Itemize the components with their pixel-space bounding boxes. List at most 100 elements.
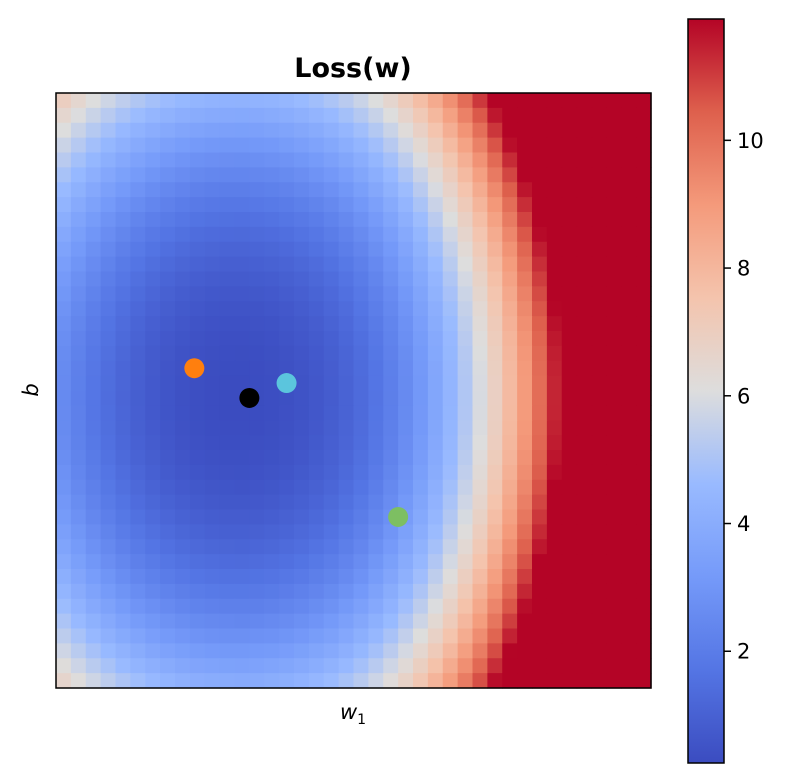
heatmap-cell	[472, 375, 488, 392]
heatmap-cell	[353, 539, 369, 555]
heatmap-cell	[353, 212, 369, 228]
heatmap-cell	[264, 93, 280, 109]
heatmap-cell	[219, 271, 236, 287]
heatmap-cell	[175, 494, 191, 511]
heatmap-cell	[472, 554, 488, 570]
heatmap-cell	[621, 450, 637, 466]
heatmap-cell	[175, 554, 191, 570]
heatmap-cell	[427, 420, 444, 436]
heatmap-cell	[546, 375, 563, 392]
heatmap-cell	[353, 524, 369, 540]
heatmap-cell	[279, 360, 295, 377]
parameter-point	[184, 358, 205, 379]
heatmap-cell	[636, 256, 652, 273]
heatmap-cell	[591, 331, 607, 347]
heatmap-cell	[472, 316, 488, 332]
heatmap-cell	[398, 420, 414, 436]
heatmap-cell	[249, 226, 265, 243]
heatmap-cell	[561, 613, 578, 630]
heatmap-cell	[413, 226, 429, 243]
heatmap-cell	[427, 316, 444, 332]
heatmap-cell	[413, 554, 429, 570]
heatmap-cell	[100, 375, 117, 392]
heatmap-cell	[219, 301, 236, 317]
heatmap-cell	[234, 182, 250, 198]
heatmap-cell	[294, 107, 310, 124]
heatmap-cell	[517, 405, 533, 421]
heatmap-cell	[160, 256, 176, 273]
heatmap-cell	[398, 152, 414, 168]
heatmap-cell	[487, 628, 503, 644]
heatmap-cell	[219, 316, 236, 332]
heatmap-cell	[427, 390, 444, 406]
heatmap-cell	[145, 331, 161, 347]
heatmap-cell	[308, 628, 325, 644]
heatmap-cell	[621, 435, 637, 451]
heatmap-cell	[517, 643, 533, 659]
heatmap-cell	[219, 643, 236, 659]
heatmap-cell	[472, 212, 488, 228]
heatmap-cell	[85, 122, 102, 139]
heatmap-cell	[487, 93, 503, 109]
heatmap-cell	[353, 331, 369, 347]
heatmap-cell	[621, 152, 637, 168]
heatmap-cell	[517, 583, 533, 600]
heatmap-cell	[606, 658, 622, 674]
heatmap-cell	[383, 256, 399, 273]
heatmap-cell	[294, 673, 310, 689]
heatmap-cell	[85, 256, 102, 273]
heatmap-cell	[308, 137, 325, 154]
heatmap-cell	[472, 643, 488, 659]
heatmap-cell	[308, 331, 325, 347]
heatmap-cell	[100, 167, 117, 183]
heatmap-cell	[175, 405, 191, 421]
heatmap-cell	[576, 182, 593, 198]
heatmap-cell	[353, 643, 369, 659]
heatmap-cell	[70, 539, 87, 555]
heatmap-cell	[145, 107, 161, 124]
heatmap-cell	[338, 524, 355, 540]
heatmap-cell	[636, 554, 652, 570]
heatmap-cell	[56, 643, 72, 659]
heatmap-cell	[517, 197, 533, 213]
heatmap-cell	[234, 569, 250, 585]
heatmap-cell	[234, 301, 250, 317]
heatmap-cell	[457, 450, 474, 466]
heatmap-cell	[115, 167, 131, 183]
heatmap-cell	[160, 658, 176, 674]
heatmap-cell	[323, 122, 340, 139]
heatmap-cell	[308, 122, 325, 139]
heatmap-cell	[546, 152, 563, 168]
heatmap-cell	[279, 658, 295, 674]
heatmap-cell	[487, 435, 503, 451]
heatmap-cell	[100, 137, 117, 154]
heatmap-cell	[294, 301, 310, 317]
heatmap-cell	[532, 673, 548, 689]
heatmap-cell	[546, 331, 563, 347]
heatmap-cell	[636, 524, 652, 540]
heatmap-cell	[338, 271, 355, 287]
heatmap-cell	[413, 479, 429, 496]
heatmap-cell	[591, 643, 607, 659]
heatmap-cell	[145, 137, 161, 154]
heatmap-cell	[56, 524, 72, 540]
heatmap-cell	[591, 256, 607, 273]
heatmap-cell	[383, 271, 399, 287]
heatmap-cell	[487, 658, 503, 674]
heatmap-cell	[517, 122, 533, 139]
heatmap-cell	[56, 93, 72, 109]
heatmap-cell	[576, 122, 593, 139]
heatmap-cell	[100, 524, 117, 540]
heatmap-cell	[457, 569, 474, 585]
heatmap-cell	[100, 226, 117, 243]
heatmap-cell	[249, 405, 265, 421]
heatmap-cell	[427, 375, 444, 392]
heatmap-cell	[398, 613, 414, 630]
heatmap-cell	[264, 509, 280, 525]
heatmap-cell	[398, 494, 414, 511]
heatmap-cell	[160, 331, 176, 347]
heatmap-cell	[546, 226, 563, 243]
heatmap-cell	[561, 524, 578, 540]
heatmap-cell	[160, 360, 176, 377]
heatmap-cell	[70, 107, 87, 124]
